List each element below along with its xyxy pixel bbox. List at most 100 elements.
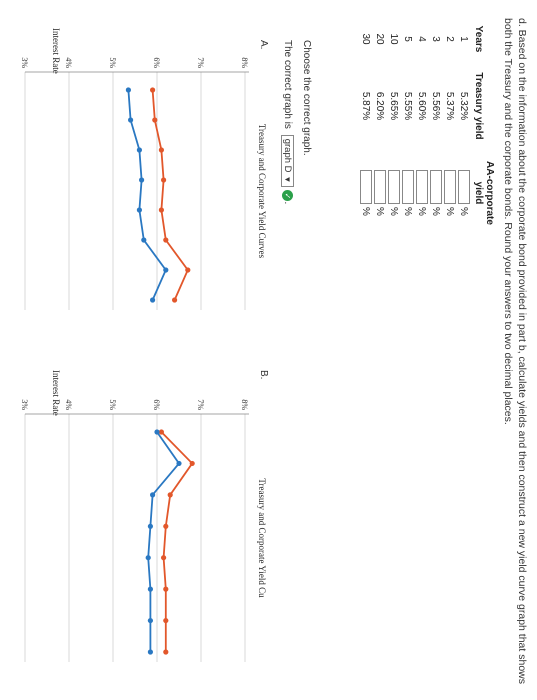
graph-a-series-point xyxy=(171,297,178,303)
percent-unit: % xyxy=(388,207,400,216)
graph-a-chart: Treasury and Corporate Yield Curves Inter… xyxy=(20,28,267,310)
graph-b-series-point xyxy=(147,586,153,592)
yield-table: Years Treasury yield AA-corporate yield … xyxy=(359,18,497,234)
corporate-yield-input[interactable] xyxy=(416,170,428,205)
yield-table-row: 10 5.65%% xyxy=(387,18,401,234)
graph-a-series-point xyxy=(160,177,167,183)
header-years: Years xyxy=(473,25,484,53)
row-treasury-yield: 5.87% xyxy=(360,91,372,121)
graph-a-ytick-label: 3% xyxy=(20,57,29,68)
percent-unit: % xyxy=(416,207,428,216)
percent-unit: % xyxy=(374,207,386,216)
percent-unit: % xyxy=(458,207,470,216)
graph-b-series-point xyxy=(149,492,156,498)
graph-a-series-point xyxy=(141,237,147,243)
graph-select-dropdown[interactable]: graph D ▼ xyxy=(281,134,294,188)
graph-b-series-point xyxy=(147,617,153,624)
yield-table-header: Years Treasury yield AA-corporate yield xyxy=(471,18,497,234)
graph-a-series-point xyxy=(163,267,169,273)
graph-a-ytick-label: 6% xyxy=(152,57,161,68)
graph-a-series-point xyxy=(125,87,131,93)
row-treasury-yield: 6.20% xyxy=(374,91,386,121)
row-treasury-yield: 5.32% xyxy=(458,91,470,121)
correct-graph-label: The correct graph is xyxy=(282,40,293,129)
graph-b-ytick-label: 7% xyxy=(196,399,205,410)
corporate-yield-input[interactable] xyxy=(374,170,386,205)
graph-b-series-point xyxy=(160,555,167,561)
graph-b-series-point xyxy=(163,617,169,624)
graph-b-series-point xyxy=(147,649,153,655)
correct-graph-line: The correct graph is graph D▼✓. xyxy=(281,40,294,205)
row-year: 20 xyxy=(374,33,386,45)
graph-a-series-point xyxy=(149,87,156,93)
graph-a-series-point xyxy=(152,117,158,123)
corporate-yield-input[interactable] xyxy=(430,170,442,205)
check-icon: ✓ xyxy=(282,190,294,202)
row-year: 5 xyxy=(402,36,414,42)
yield-table-row: 3 5.56%% xyxy=(429,18,443,234)
graph-a-ytick-label: 8% xyxy=(240,57,249,68)
header-aa-corporate-yield: AA-corporate yield xyxy=(473,161,495,225)
graph-a-series-point xyxy=(136,147,142,153)
graph-b-series-point xyxy=(176,460,182,467)
row-year: 1 xyxy=(458,36,470,42)
corporate-yield-input[interactable] xyxy=(402,170,414,205)
percent-unit: % xyxy=(402,207,414,216)
graph-a-series-line-1 xyxy=(151,89,189,301)
graph-a-series-point xyxy=(163,237,169,243)
row-year: 4 xyxy=(416,36,428,42)
graph-b-ytick-label: 6% xyxy=(152,399,161,410)
row-treasury-yield: 5.65% xyxy=(388,91,400,121)
row-corporate-yield-cell: % xyxy=(443,152,457,234)
row-year: 2 xyxy=(444,36,456,42)
row-treasury-yield: 5.37% xyxy=(444,91,456,121)
yield-table-row: 1 5.32%% xyxy=(457,18,471,234)
yield-table-row: 2 5.37%% xyxy=(443,18,457,234)
percent-unit: % xyxy=(430,207,442,216)
graph-a-ylabel: Interest Rate xyxy=(51,28,61,74)
question-instructions: d. Based on the information about the co… xyxy=(502,18,528,684)
corporate-yield-input[interactable] xyxy=(360,170,372,205)
graph-b-series-point xyxy=(163,649,169,655)
row-treasury-yield: 5.56% xyxy=(430,91,442,121)
row-year: 3 xyxy=(430,36,442,42)
row-corporate-yield-cell: % xyxy=(387,152,401,234)
graph-a-series-point xyxy=(158,207,164,213)
percent-unit: % xyxy=(360,207,372,216)
graph-select-value: graph D xyxy=(282,138,293,173)
graph-b-series-point xyxy=(145,555,151,561)
graph-a-ytick-label: 5% xyxy=(108,57,117,68)
graph-b-series-point xyxy=(167,492,173,498)
corporate-yield-input[interactable] xyxy=(458,170,470,205)
header-treasury-yield: Treasury yield xyxy=(473,72,484,140)
graph-b-ytick-label: 4% xyxy=(64,399,73,410)
graph-a-series-point xyxy=(149,297,156,303)
yield-table-row: 20 6.20%% xyxy=(373,18,387,234)
graph-b-series-point xyxy=(163,586,169,592)
percent-unit: % xyxy=(444,207,456,216)
graph-b-series-point xyxy=(154,429,160,435)
corporate-yield-input[interactable] xyxy=(444,170,456,205)
yield-table-row: 5 5.55%% xyxy=(401,18,415,234)
graph-a-series-point xyxy=(185,267,191,273)
row-year: 30 xyxy=(360,33,372,45)
graph-a-series-point xyxy=(139,177,145,183)
chevron-down-icon: ▼ xyxy=(283,175,292,184)
graph-b-title: Treasury and Corporate Yield Cu xyxy=(257,478,267,598)
corporate-yield-input[interactable] xyxy=(388,170,400,205)
graph-b-series-line-2 xyxy=(147,431,181,652)
graph-a-series-point xyxy=(158,147,164,153)
yield-table-body: 1 5.32%% 2 5.37%% 3 5.56%% 4 5.60%% 5 5.55%% 10 5.6… xyxy=(359,18,471,234)
graph-b-series-point xyxy=(158,429,164,435)
graph-b-chart: Treasury and Corporate Yield Cu Interest … xyxy=(20,370,267,662)
graph-a-series-line-2 xyxy=(127,89,167,301)
graph-b-ytick-label: 8% xyxy=(240,399,249,410)
graph-b-series-line-1 xyxy=(160,431,194,652)
row-corporate-yield-cell: % xyxy=(415,152,429,234)
graph-a-title: Treasury and Corporate Yield Curves xyxy=(257,124,267,259)
graph-a-ytick-label: 4% xyxy=(64,57,73,68)
choose-graph-prompt: Choose the correct graph. xyxy=(301,40,312,156)
row-corporate-yield-cell: % xyxy=(457,152,471,234)
